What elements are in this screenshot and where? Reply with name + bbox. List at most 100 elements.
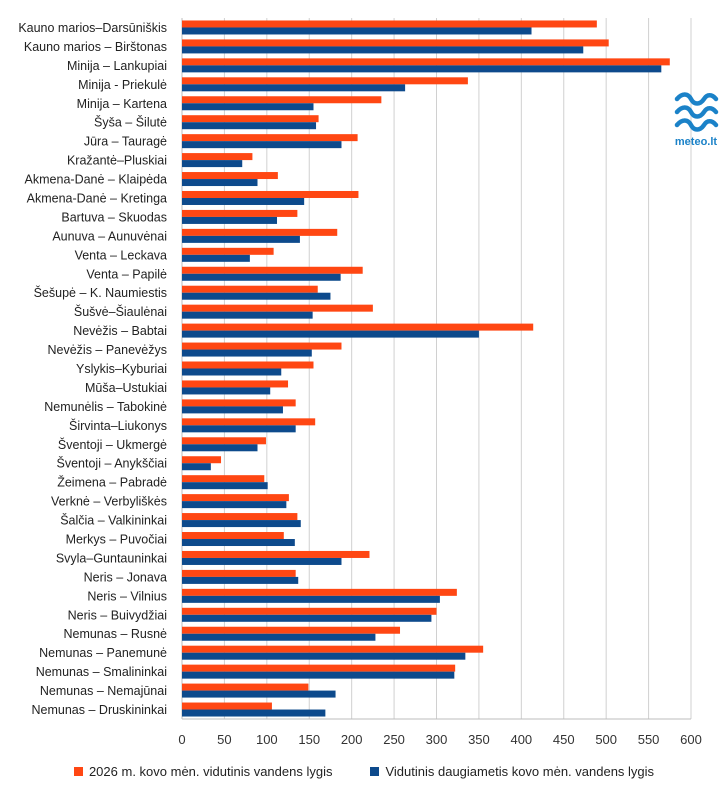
category-label: Šešupė – K. Naumiestis xyxy=(34,285,167,300)
category-label: Šušvė–Šiaulėnai xyxy=(74,304,167,319)
bar-average xyxy=(182,311,313,319)
category-label: Bartuva – Skuodas xyxy=(61,210,167,224)
category-label: Neris – Buivydžiai xyxy=(68,608,167,622)
x-tick-label: 500 xyxy=(595,732,617,747)
bar-average xyxy=(182,103,314,111)
category-label: Nemunas – Druskininkai xyxy=(32,703,167,717)
bar-2026 xyxy=(182,645,484,653)
legend-item-average: Vidutinis daugiametis kovo mėn. vandens … xyxy=(370,764,654,779)
bar-2026 xyxy=(182,664,456,672)
bar-average xyxy=(182,614,432,622)
bar-2026 xyxy=(182,134,358,142)
bar-2026 xyxy=(182,494,289,502)
bar-2026 xyxy=(182,77,468,85)
bar-2026 xyxy=(182,550,370,558)
bar-average xyxy=(182,179,258,187)
bar-2026 xyxy=(182,456,222,464)
bar-average xyxy=(182,197,305,205)
bar-2026 xyxy=(182,228,338,236)
bar-average xyxy=(182,482,268,490)
category-label: Neris – Vilnius xyxy=(87,589,167,603)
bar-2026 xyxy=(182,285,318,293)
bar-average xyxy=(182,444,258,452)
bar-2026 xyxy=(182,172,278,180)
category-label: Nemunas – Nemajūnai xyxy=(40,684,167,698)
bar-average xyxy=(182,463,211,471)
category-label: Nemunas – Rusnė xyxy=(63,627,167,641)
category-label: Šyša – Šilutė xyxy=(94,115,167,130)
bar-average xyxy=(182,160,243,168)
category-label: Verknė – Verbyliškės xyxy=(51,495,167,509)
bar-average xyxy=(182,27,532,35)
category-label: Aunuva – Aunuvėnai xyxy=(52,229,167,243)
logo-text: meteo.lt xyxy=(674,136,718,148)
bar-2026 xyxy=(182,475,265,483)
bar-2026 xyxy=(182,569,296,577)
category-label: Šventoji – Ukmergė xyxy=(58,437,167,452)
bar-2026 xyxy=(182,342,342,350)
bar-2026 xyxy=(182,437,266,445)
category-label: Jūra – Tauragė xyxy=(84,135,167,149)
x-tick-label: 450 xyxy=(553,732,575,747)
category-label: Neris – Jonava xyxy=(84,570,167,584)
category-label: Širvinta–Liukonys xyxy=(69,418,167,433)
bar-2026 xyxy=(182,39,609,47)
bar-2026 xyxy=(182,209,298,217)
bar-average xyxy=(182,216,278,224)
category-label: Nemunas – Smalininkai xyxy=(36,665,167,679)
x-tick-label: 0 xyxy=(178,732,185,747)
bar-2026 xyxy=(182,58,670,66)
bar-average xyxy=(182,46,584,54)
bar-average xyxy=(182,387,271,395)
legend: 2026 m. kovo mėn. vidutinis vandens lygi… xyxy=(0,764,728,779)
bar-average xyxy=(182,520,301,528)
x-tick-label: 300 xyxy=(426,732,448,747)
legend-swatch-average xyxy=(370,767,380,776)
x-tick-label: 550 xyxy=(638,732,660,747)
category-label: Nevėžis – Babtai xyxy=(73,324,167,338)
x-tick-label: 600 xyxy=(680,732,702,747)
bar-2026 xyxy=(182,20,597,28)
category-label: Nevėžis – Panevėžys xyxy=(47,343,167,357)
bar-2026 xyxy=(182,607,437,615)
x-tick-label: 150 xyxy=(298,732,320,747)
bar-average xyxy=(182,690,336,698)
meteo-logo: meteo.lt xyxy=(668,92,724,154)
bar-average xyxy=(182,595,440,603)
bar-average xyxy=(182,141,342,149)
category-label: Svyla–Guntauninkai xyxy=(56,551,167,565)
bar-2026 xyxy=(182,96,382,104)
category-label: Kauno marios – Birštonas xyxy=(24,40,167,54)
waves-icon xyxy=(674,92,719,132)
category-label: Žeimena – Pabradė xyxy=(57,475,167,490)
category-label: Kauno marios–Darsūniškis xyxy=(18,21,167,35)
bar-2026 xyxy=(182,115,319,123)
bar-average xyxy=(182,235,300,243)
bar-average xyxy=(182,406,283,414)
category-label: Šventoji – Anykščiai xyxy=(57,456,167,471)
bar-average xyxy=(182,576,299,584)
bar-2026 xyxy=(182,683,309,691)
bar-average xyxy=(182,671,455,679)
bar-average xyxy=(182,292,331,300)
category-label: Mūša–Ustukiai xyxy=(85,381,167,395)
category-label: Nemunas – Panemunė xyxy=(39,646,167,660)
category-label: Minija – Kartena xyxy=(77,97,167,111)
bar-2026 xyxy=(182,323,534,331)
bar-2026 xyxy=(182,399,296,407)
bar-average xyxy=(182,501,287,509)
bar-2026 xyxy=(182,153,253,161)
x-tick-label: 200 xyxy=(341,732,363,747)
bar-2026 xyxy=(182,247,274,255)
bar-average xyxy=(182,557,342,565)
legend-swatch-2026 xyxy=(73,767,83,776)
bar-2026 xyxy=(182,513,298,521)
bar-2026 xyxy=(182,304,373,312)
bar-2026 xyxy=(182,532,284,540)
bar-2026 xyxy=(182,361,314,369)
bar-2026 xyxy=(182,266,363,274)
category-label: Minija - Priekulė xyxy=(78,78,167,92)
category-label: Šalčia – Valkininkai xyxy=(60,513,167,528)
x-tick-label: 100 xyxy=(256,732,278,747)
category-label: Akmena-Danė – Klaipėda xyxy=(25,173,167,187)
